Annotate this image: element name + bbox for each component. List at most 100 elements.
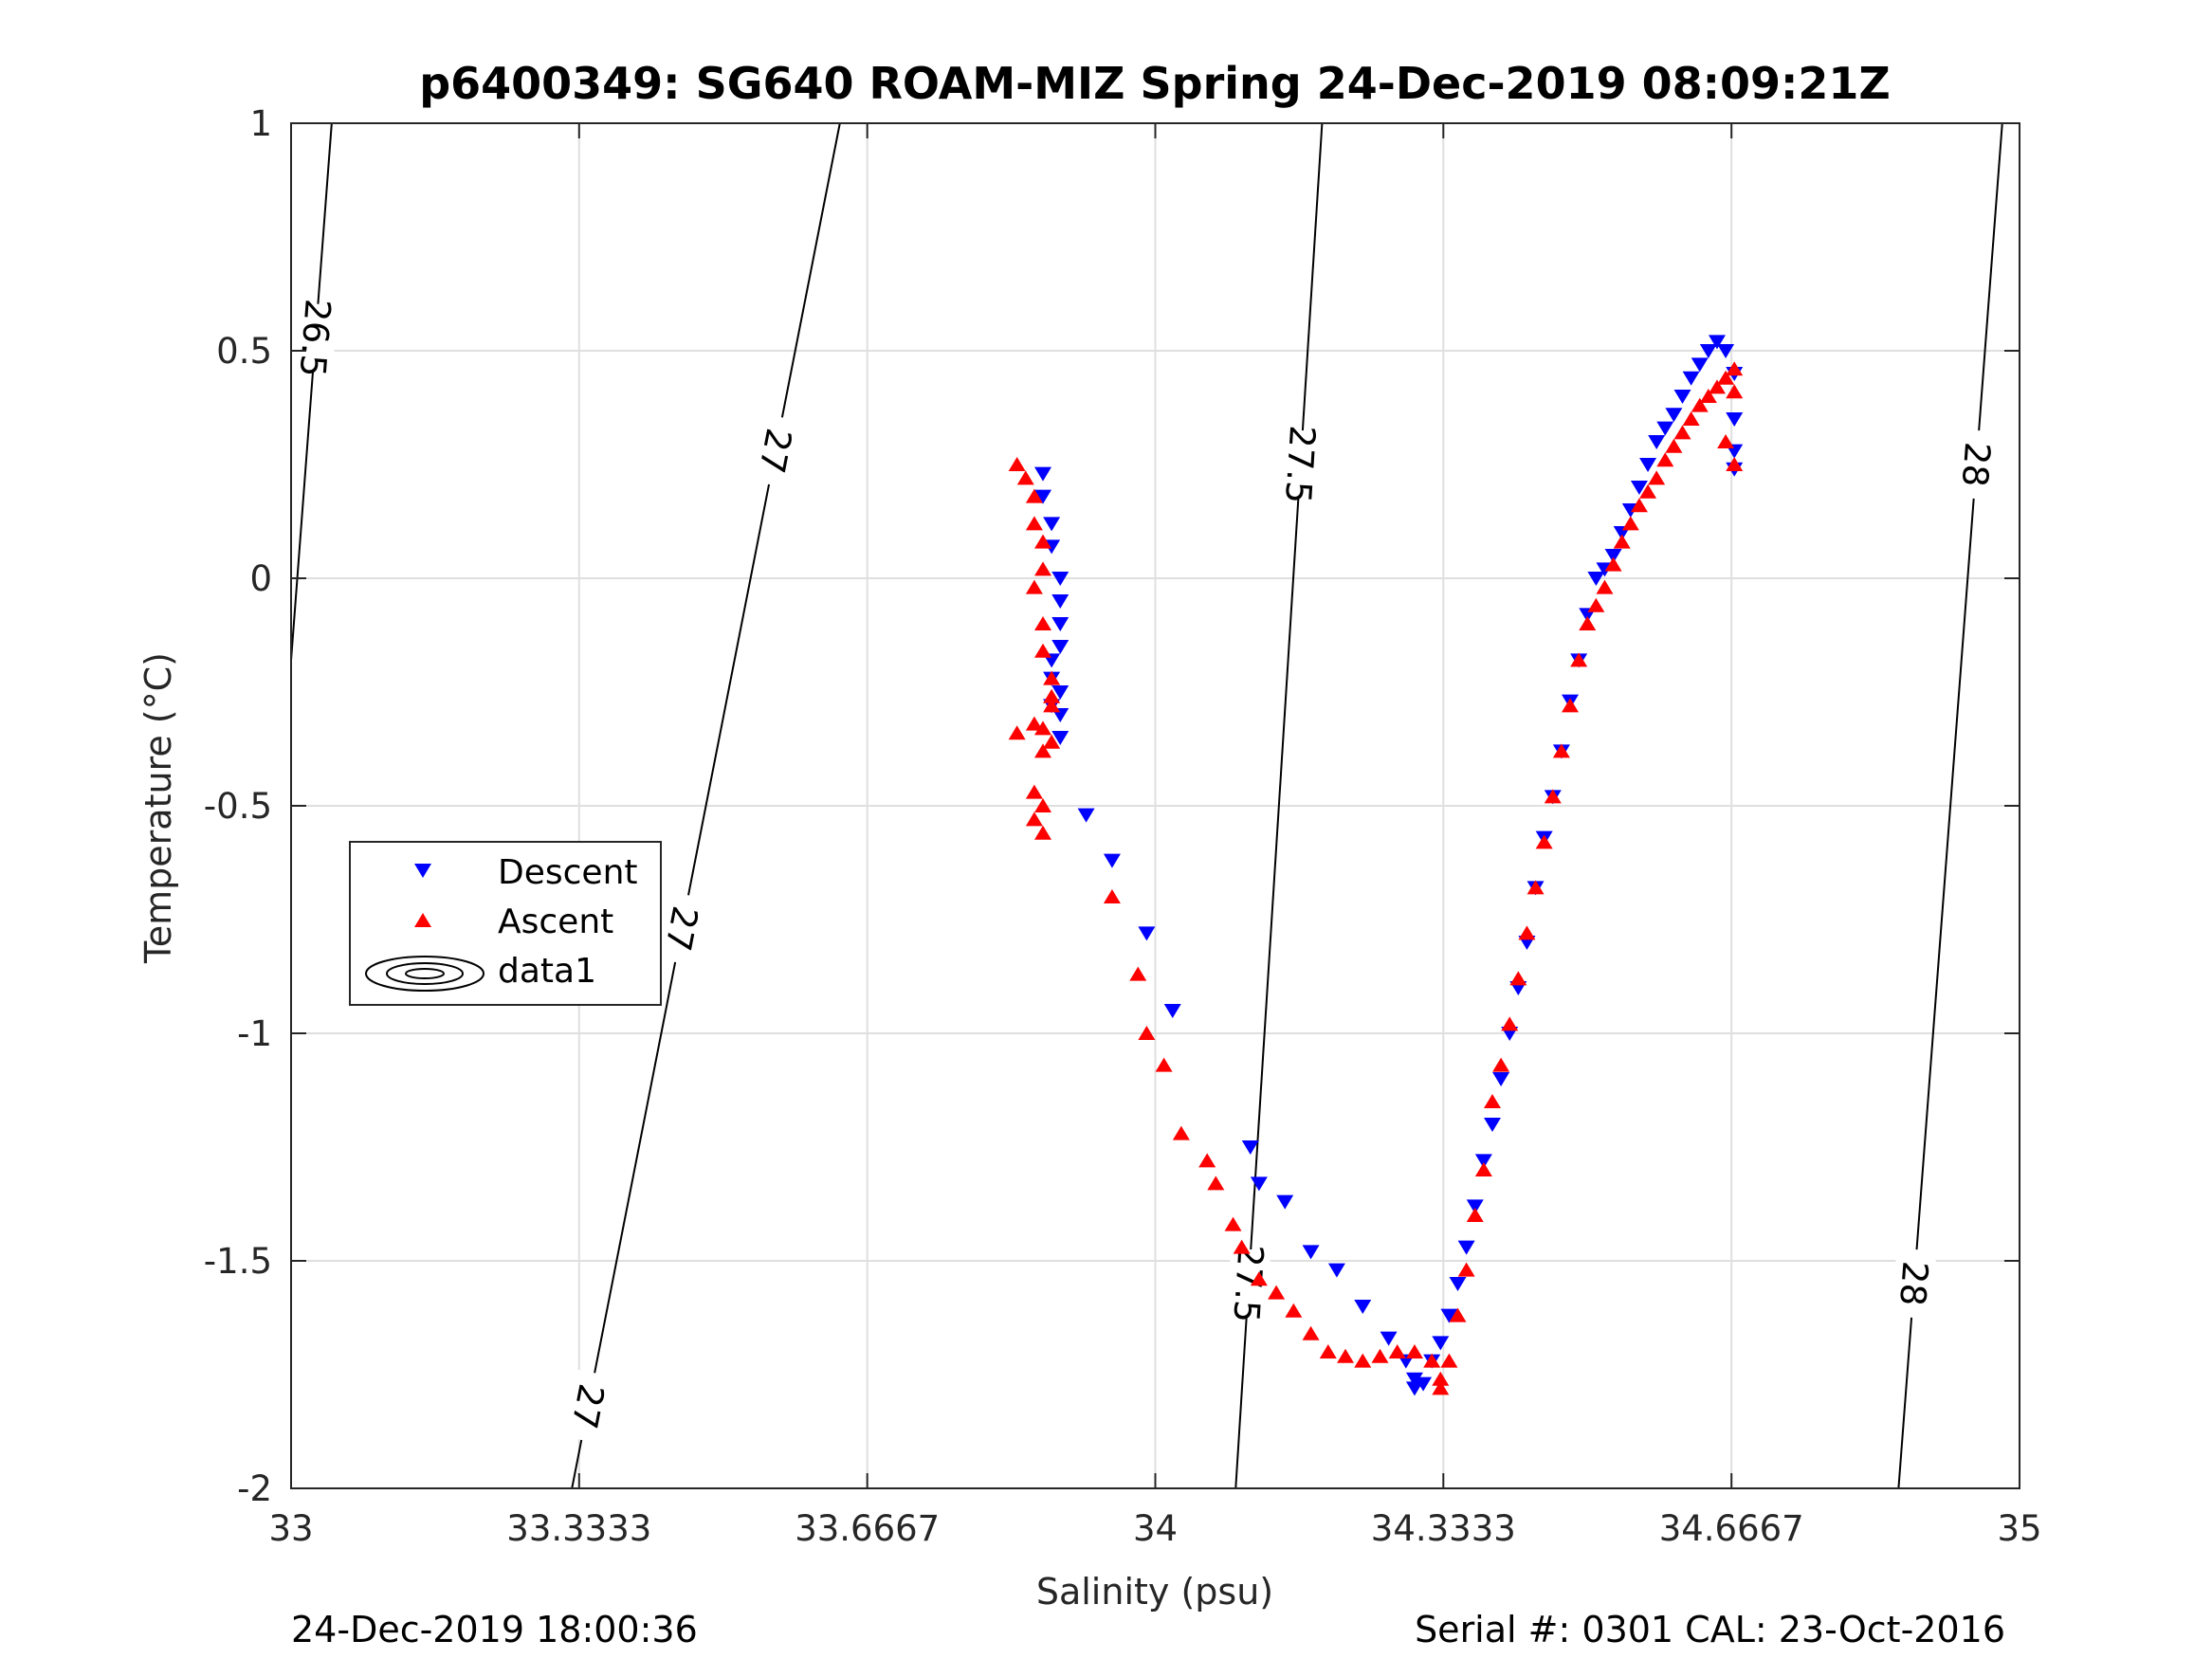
ascent-point (1613, 534, 1631, 549)
contour-label: 26.5 (292, 298, 338, 378)
descent-point (1639, 458, 1657, 472)
ascent-point (1526, 880, 1545, 895)
contour-label-bg (561, 1369, 614, 1444)
ascent-point (1354, 1353, 1372, 1368)
contour-label: 27 (657, 902, 705, 954)
descent-point (1405, 1372, 1423, 1387)
ascent-point (1043, 734, 1061, 749)
ascent-point (1405, 1344, 1423, 1358)
descent-point (1483, 1118, 1501, 1132)
y-tick-label: -0.5 (204, 786, 272, 827)
contour-label-bg (293, 302, 338, 374)
y-tick-label: 1 (249, 103, 272, 144)
contour-label: 27 (563, 1380, 612, 1431)
descent-point (1708, 335, 1726, 350)
ascent-point (1043, 670, 1061, 685)
descent-point (1492, 1072, 1510, 1086)
ascent-point (1717, 434, 1735, 448)
ascent-point (1103, 889, 1121, 903)
x-tick-label: 35 (1997, 1508, 2041, 1549)
ascent-point (1025, 784, 1043, 799)
ascent-point (1129, 966, 1147, 981)
contour-label-bg (1278, 428, 1323, 501)
ascent-point (1691, 397, 1709, 412)
ascent-point (1250, 1271, 1268, 1286)
ascent-point (1630, 498, 1648, 513)
descent-point (1276, 1194, 1294, 1210)
ascent-point (1596, 579, 1614, 594)
descent-point (1034, 489, 1052, 504)
ascent-point (1587, 597, 1605, 612)
descent-point (1717, 344, 1735, 358)
ascent-point (1025, 488, 1043, 503)
legend-contour-label: data1 (498, 952, 596, 991)
ascent-point (1207, 1176, 1225, 1191)
contour-label-bg (655, 891, 708, 966)
ascent-point (1155, 1057, 1173, 1072)
ascent-point (1233, 1239, 1251, 1254)
descent-point (1415, 1376, 1433, 1392)
ascent-point (1449, 1307, 1467, 1322)
contour-label: 28 (1954, 441, 1998, 488)
ascent-point (1673, 425, 1691, 440)
x-axis-ticks: 33 33.3333 33.6667 34 34.3333 34.6667 35 (268, 123, 2042, 1549)
y-tick-label: 0 (249, 558, 272, 599)
descent-point (1051, 685, 1069, 700)
ascent-point (1457, 1262, 1475, 1277)
contour-label: 28 (1892, 1260, 1935, 1307)
ascent-point (1025, 716, 1043, 731)
descent-point (1163, 1004, 1181, 1018)
ascent-point (1025, 579, 1043, 594)
descent-point (1103, 853, 1121, 868)
ascent-point (1285, 1303, 1303, 1318)
contour-label-bg (1226, 1248, 1271, 1320)
x-tick-label: 34.3333 (1371, 1508, 1516, 1549)
isopycnal-line (290, 122, 333, 661)
chart-title: p6400349: SG640 ROAM-MIZ Spring 24-Dec-2… (419, 58, 1891, 109)
descent-point (1474, 1154, 1492, 1169)
ascent-point (1535, 834, 1553, 849)
legend-ascent-marker (414, 913, 431, 927)
ascent-point (1699, 389, 1717, 403)
ascent-point (1440, 1353, 1458, 1368)
x-tick-label: 33 (268, 1508, 313, 1549)
ascent-point (1034, 825, 1052, 840)
ascent-point (1025, 516, 1043, 531)
descent-point (1648, 435, 1666, 449)
ascent-point (1025, 811, 1043, 827)
x-tick-label: 33.6667 (795, 1508, 940, 1549)
y-tick-label: -1 (237, 1013, 272, 1054)
ascent-point (1492, 1057, 1510, 1072)
descent-point (1250, 1176, 1268, 1192)
ascent-point (1034, 643, 1052, 658)
ascent-point (1432, 1371, 1450, 1386)
descent-point (1449, 1277, 1467, 1291)
descent-point (1051, 617, 1069, 631)
ascent-series (1008, 361, 1744, 1395)
ascent-point (1043, 698, 1061, 713)
descent-point (1630, 481, 1648, 495)
footer-serial-cal: Serial #: 0301 CAL: 23-Oct-2016 (1415, 1609, 2005, 1650)
ascent-point (1034, 534, 1052, 549)
legend-ascent-label: Ascent (498, 902, 613, 941)
ascent-point (1016, 470, 1034, 485)
descent-point (1691, 357, 1709, 373)
ascent-point (1034, 720, 1052, 736)
ascent-point (1726, 384, 1744, 399)
ascent-point (1726, 361, 1744, 376)
ascent-point (1717, 370, 1735, 385)
x-axis-label: Salinity (psu) (1036, 1571, 1273, 1613)
ascent-point (1656, 452, 1674, 467)
ascent-point (1337, 1348, 1355, 1363)
y-axis-ticks: -2 -1.5 -1 -0.5 0 0.5 1 (204, 103, 2020, 1509)
descent-point (1043, 517, 1061, 532)
ascent-point (1034, 561, 1052, 576)
y-axis-label: Temperature (°C) (137, 652, 179, 964)
ascent-point (1483, 1094, 1501, 1108)
ascent-point (1423, 1353, 1441, 1368)
x-tick-label: 33.3333 (506, 1508, 651, 1549)
ascent-point (1034, 798, 1052, 812)
descent-point (1327, 1263, 1345, 1278)
